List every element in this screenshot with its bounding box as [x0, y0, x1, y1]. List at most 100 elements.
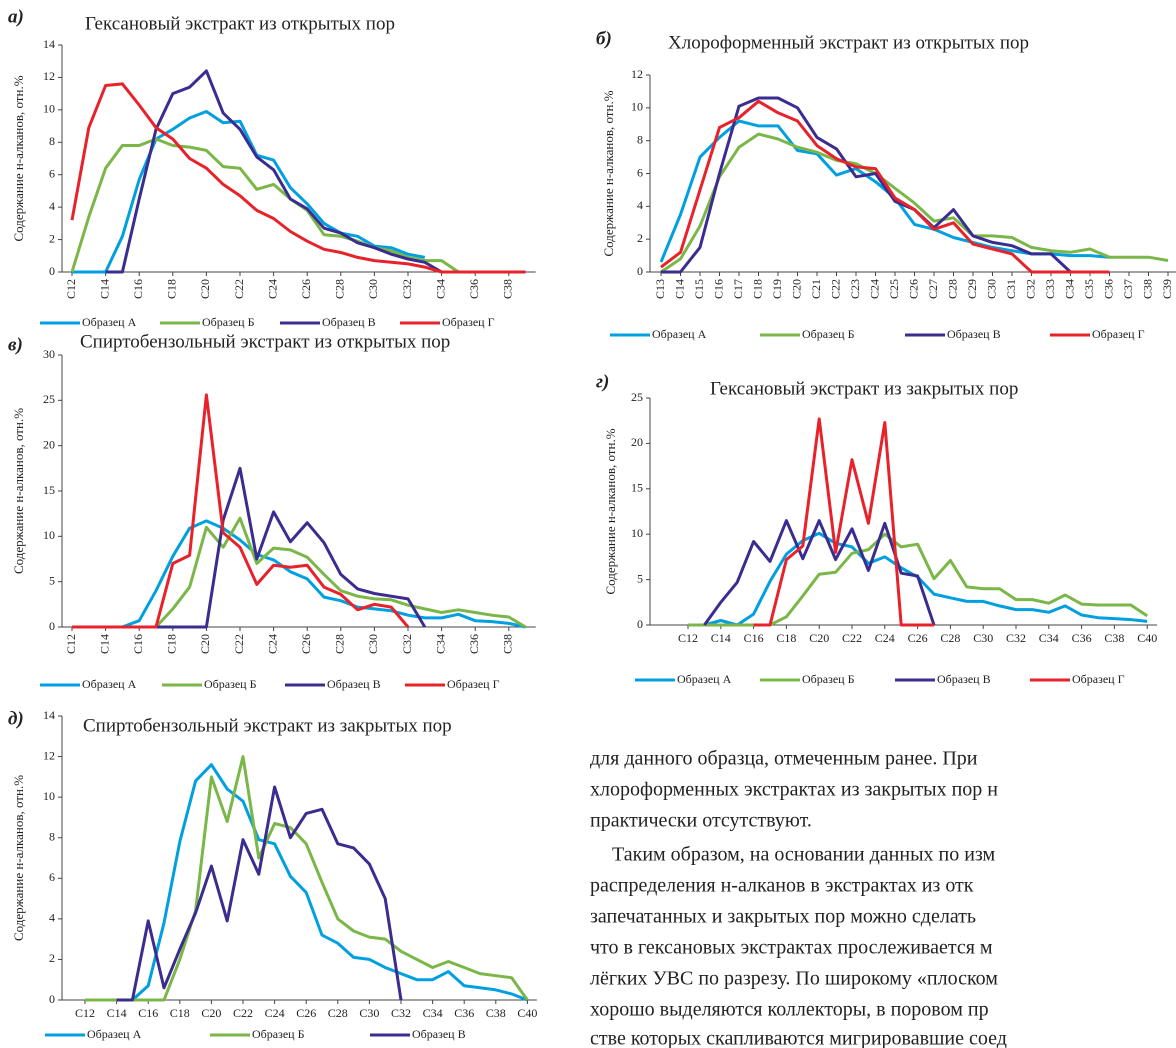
y-tick-label: 15: [43, 483, 55, 497]
legend-label: Образец Г: [442, 315, 495, 329]
y-axis-label: Содержание н-алканов, отн.%: [603, 428, 618, 594]
y-tick-label: 8: [49, 829, 55, 843]
body-text: хлороформенных экстрактах из закрытых по…: [590, 779, 998, 801]
y-tick-label: 12: [631, 67, 643, 81]
y-tick-label: 20: [631, 435, 643, 449]
x-tick-label: C33: [1043, 279, 1057, 299]
body-text: Таким образом, на основании данных по из…: [612, 844, 996, 866]
y-tick-label: 10: [43, 102, 55, 116]
x-tick-label: C26: [908, 631, 928, 645]
x-tick-label: C14: [107, 1006, 127, 1020]
panel-label: б): [596, 28, 612, 49]
x-tick-label: C34: [1062, 279, 1076, 299]
y-axis-label: Содержание н-алканов, отн.%: [11, 775, 26, 941]
y-tick-label: 15: [631, 481, 643, 495]
x-tick-label: C37: [1121, 279, 1135, 299]
y-tick-label: 12: [43, 69, 55, 83]
y-tick-label: 5: [637, 571, 643, 585]
y-tick-label: 8: [637, 132, 643, 146]
x-tick-label: C24: [265, 1006, 285, 1020]
y-axis-label: Содержание н-алканов, отн.%: [11, 408, 26, 574]
x-tick-label: C22: [828, 279, 842, 299]
body-text: лёгких УВС по разрезу. По широкому «плос…: [590, 968, 998, 990]
x-tick-label: C28: [945, 279, 959, 299]
x-tick-label: C38: [486, 1006, 506, 1020]
body-text: запечатанных и закрытых пор можно сделат…: [590, 906, 976, 928]
legend-label: Образец В: [412, 1027, 466, 1041]
x-tick-label: C16: [131, 634, 145, 654]
x-tick-label: C30: [973, 631, 993, 645]
x-tick-label: C30: [366, 634, 380, 654]
body-text: хорошо выделяются коллекторы, в поровом …: [590, 999, 989, 1021]
x-tick-label: C23: [848, 279, 862, 299]
x-tick-label: C18: [165, 634, 179, 654]
x-tick-label: C34: [433, 634, 447, 654]
y-tick-label: 8: [49, 134, 55, 148]
x-tick-label: C35: [1082, 279, 1096, 299]
x-tick-label: C36: [467, 634, 481, 654]
x-tick-label: C36: [1072, 631, 1092, 645]
y-tick-label: 12: [43, 748, 55, 762]
body-text: для данного образца, отмеченным ранее. П…: [590, 748, 978, 770]
legend-label: Образец Г: [447, 677, 500, 691]
y-tick-label: 10: [43, 528, 55, 542]
x-tick-label: C26: [299, 279, 313, 299]
x-tick-label: C26: [299, 634, 313, 654]
series-line: [72, 519, 526, 629]
body-text: практически отсутствуют.: [590, 810, 812, 832]
x-tick-label: C26: [906, 279, 920, 299]
x-tick-label: C21: [809, 279, 823, 299]
x-tick-label: C36: [454, 1006, 474, 1020]
x-tick-label: C39: [1160, 279, 1174, 299]
y-tick-label: 20: [43, 437, 55, 451]
x-tick-label: C31: [1004, 279, 1018, 299]
series-line: [660, 132, 1169, 274]
panel-label: в): [8, 334, 23, 355]
x-tick-label: C16: [744, 631, 764, 645]
legend-label: Образец А: [87, 1027, 142, 1041]
x-tick-label: C40: [1137, 631, 1157, 645]
legend-label: Образец В: [327, 677, 381, 691]
x-tick-label: C32: [1023, 279, 1037, 299]
x-tick-label: C34: [423, 1006, 443, 1020]
y-tick-label: 2: [49, 231, 55, 245]
x-tick-label: C26: [296, 1006, 316, 1020]
x-tick-label: C20: [198, 279, 212, 299]
series-line: [139, 466, 427, 629]
y-tick-label: 0: [49, 992, 55, 1006]
x-tick-label: C34: [1039, 631, 1059, 645]
legend-label: Образец В: [947, 327, 1001, 341]
body-text: стве которых скапливаются мигрировавшие …: [590, 1028, 1007, 1048]
x-tick-label: C24: [265, 279, 279, 299]
x-tick-label: C14: [97, 634, 111, 654]
x-tick-label: C25: [887, 279, 901, 299]
x-tick-label: C24: [875, 631, 895, 645]
legend-label: Образец А: [82, 315, 137, 329]
x-tick-label: C28: [333, 634, 347, 654]
legend-label: Образец Г: [1092, 327, 1145, 341]
x-tick-label: C38: [1104, 631, 1124, 645]
legend-label: Образец Б: [802, 672, 855, 686]
x-tick-label: C18: [170, 1006, 190, 1020]
x-tick-label: C18: [776, 631, 796, 645]
x-tick-label: C12: [75, 1006, 95, 1020]
legend-label: Образец Б: [802, 327, 855, 341]
x-tick-label: C40: [517, 1006, 537, 1020]
x-tick-label: C24: [867, 279, 881, 299]
y-tick-label: 14: [43, 708, 55, 722]
x-tick-label: C32: [400, 279, 414, 299]
y-tick-label: 4: [49, 911, 55, 925]
x-tick-label: C15: [692, 279, 706, 299]
y-axis-label: Содержание н-алканов, отн.%: [601, 90, 616, 256]
x-tick-label: C29: [965, 279, 979, 299]
x-tick-label: C18: [750, 279, 764, 299]
series-line: [70, 82, 526, 274]
legend-label: Образец А: [82, 677, 137, 691]
x-tick-label: C20: [809, 631, 829, 645]
body-text: распределения н-алканов в экстрактах из …: [590, 875, 974, 897]
x-tick-label: C27: [926, 279, 940, 299]
x-tick-label: C14: [672, 279, 686, 299]
y-tick-label: 30: [43, 347, 55, 361]
series-line: [753, 417, 934, 627]
x-tick-label: C22: [232, 279, 246, 299]
